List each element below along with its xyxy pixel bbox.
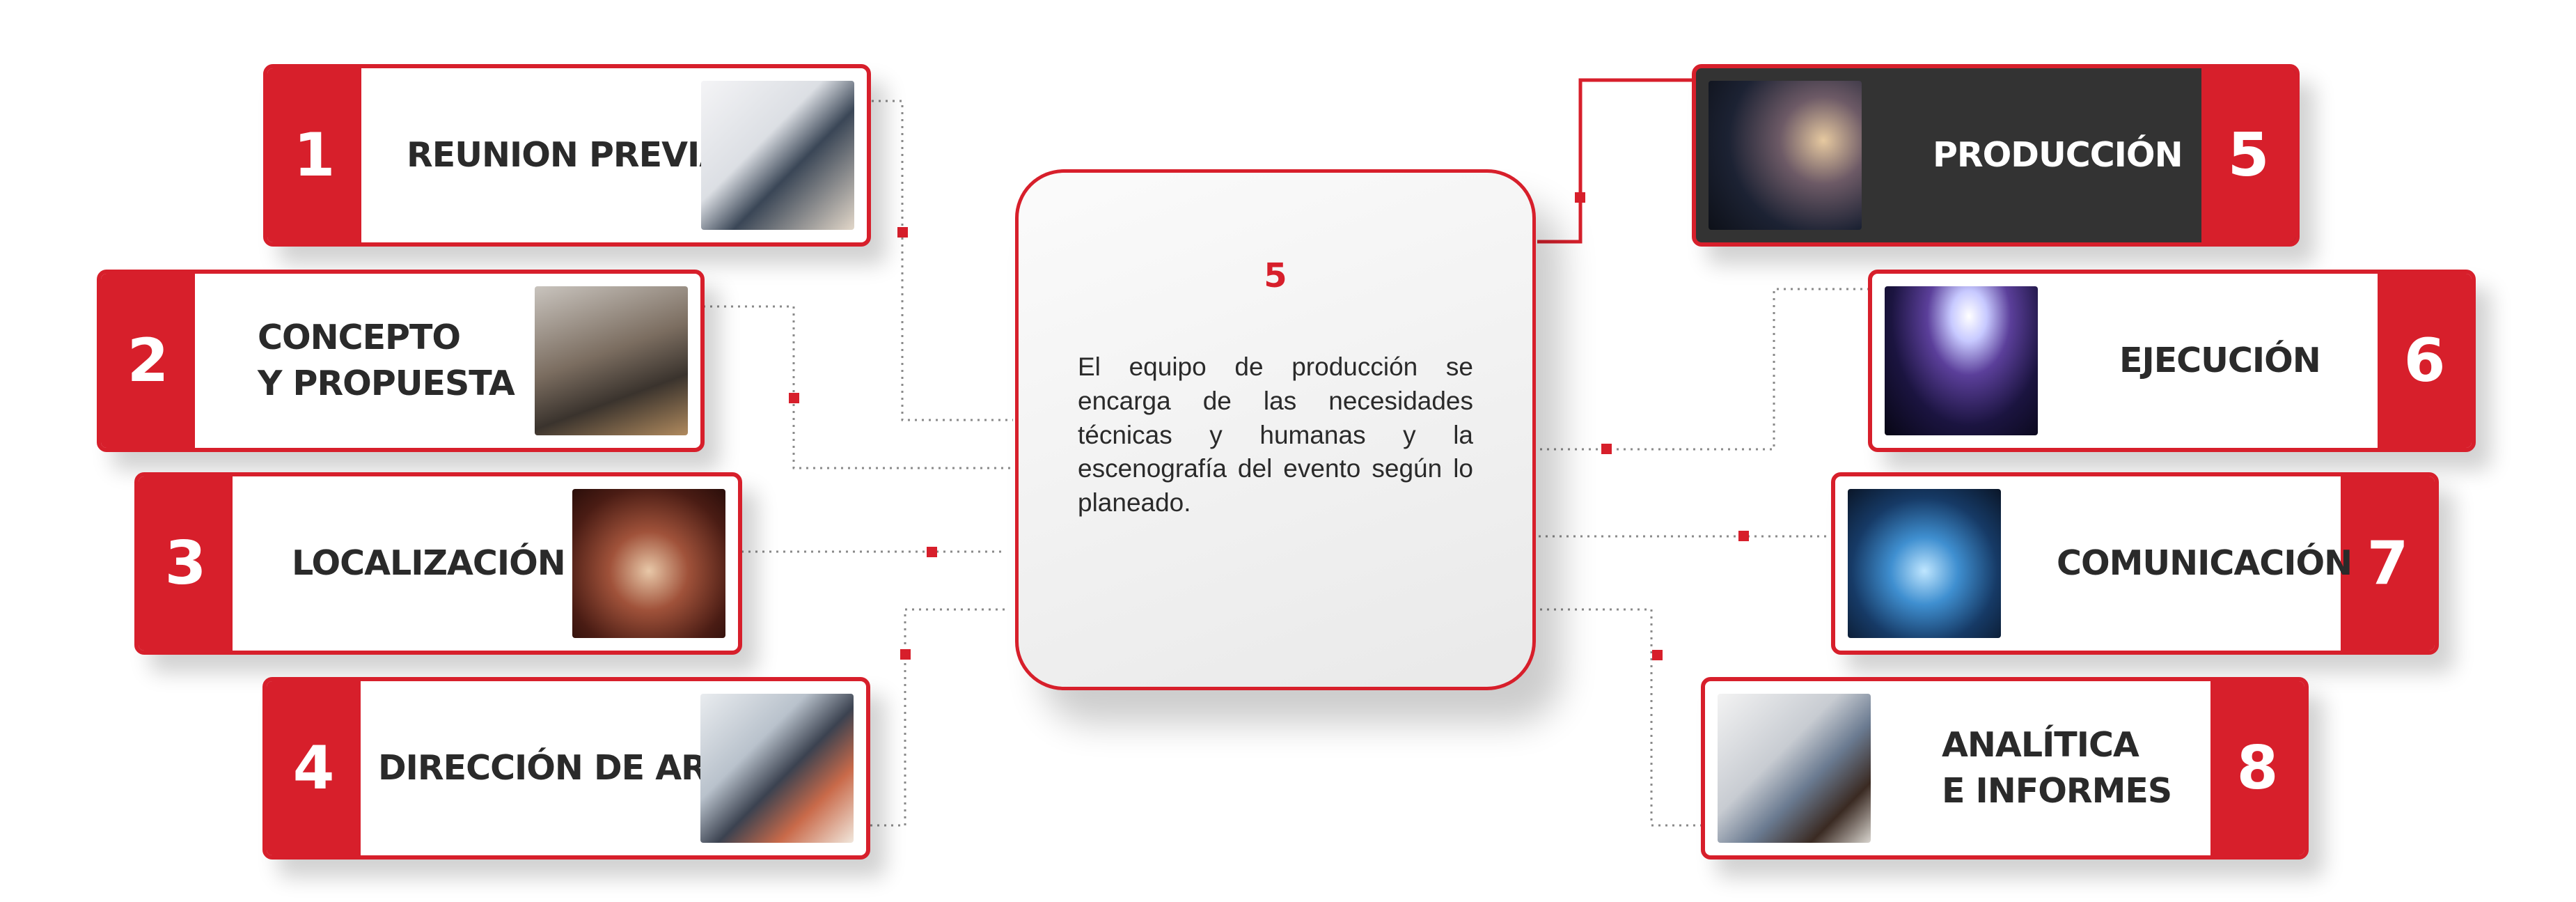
charts-report-photo — [1718, 694, 1871, 843]
step-number: 2 — [101, 274, 195, 448]
step-number: 4 — [267, 681, 361, 855]
marker-7 — [1738, 531, 1749, 541]
step-number: 8 — [2210, 681, 2304, 855]
step-label: LOCALIZACIÓN — [292, 543, 566, 583]
step-card-3: 3 LOCALIZACIÓN — [134, 472, 742, 655]
step-number: 7 — [2341, 476, 2435, 651]
marker-6 — [1601, 444, 1612, 454]
step-label: REUNION PREVIA — [407, 134, 725, 175]
marker-3 — [927, 547, 937, 557]
marker-5 — [1575, 192, 1585, 203]
camera-operator-photo — [1709, 81, 1862, 230]
digital-network-tablet-photo — [1848, 489, 2001, 638]
connector-5 — [1537, 78, 1692, 244]
step-label: ANALÍTICA E INFORMES — [1942, 724, 2172, 811]
step-card-8: 8 ANALÍTICA E INFORMES — [1701, 677, 2309, 860]
step-label: EJECUCIÓN — [2119, 340, 2321, 380]
center-description: El equipo de producción se encarga de la… — [1078, 352, 1473, 518]
event-stage-audience-photo — [1885, 286, 2038, 435]
connector-8 — [1540, 608, 1708, 827]
step-number: 3 — [139, 476, 233, 651]
step-card-5: 5 PRODUCCIÓN — [1692, 64, 2300, 247]
marker-8 — [1652, 650, 1663, 660]
step-number: 6 — [2378, 274, 2472, 448]
marker-2 — [789, 393, 799, 403]
connector-6 — [1540, 288, 1869, 451]
step-card-2: 2 CONCEPTO Y PROPUESTA — [97, 270, 705, 452]
step-label: DIRECCIÓN DE ARTE — [378, 747, 751, 788]
step-label: PRODUCCIÓN — [1933, 134, 2183, 175]
connector-2 — [703, 305, 1013, 469]
banquet-hall-photo — [572, 489, 725, 638]
center-detail-panel: 5 El equipo de producción se encarga de … — [1015, 169, 1536, 690]
designers-at-computer-photo — [700, 694, 854, 843]
step-card-1: 1 REUNION PREVIA — [263, 64, 871, 247]
step-card-7: 7 COMUNICACIÓN — [1831, 472, 2439, 655]
connector-1 — [872, 100, 1013, 421]
business-handshake-photo — [701, 81, 854, 230]
step-number: 5 — [2201, 68, 2295, 242]
meeting-presentation-photo — [535, 286, 688, 435]
connector-4 — [870, 608, 1006, 827]
marker-4 — [900, 649, 911, 660]
marker-1 — [897, 227, 908, 238]
step-card-4: 4 DIRECCIÓN DE ARTE — [262, 677, 870, 860]
step-label: CONCEPTO Y PROPUESTA — [258, 317, 515, 403]
step-number: 1 — [267, 68, 361, 242]
step-label: COMUNICACIÓN — [2057, 543, 2353, 583]
step-card-6: 6 EJECUCIÓN — [1868, 270, 2476, 452]
center-step-number: 5 — [1264, 256, 1287, 295]
